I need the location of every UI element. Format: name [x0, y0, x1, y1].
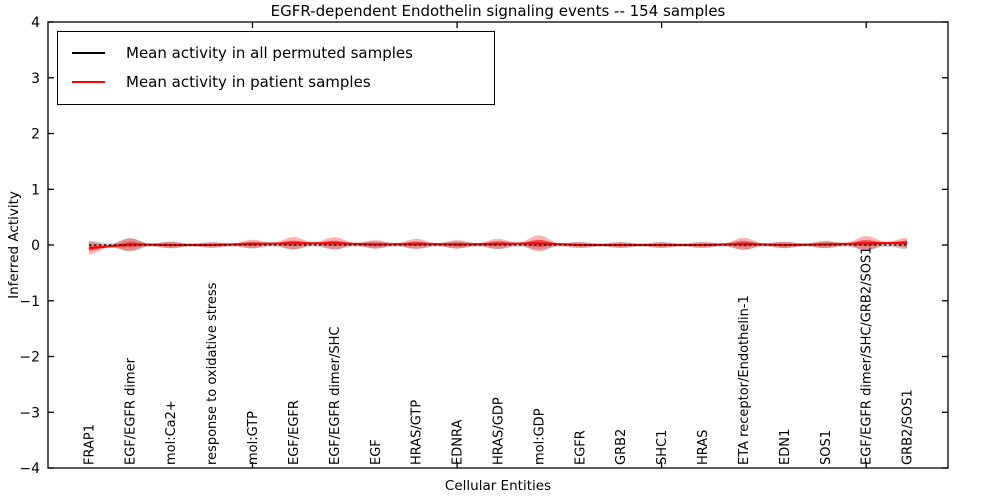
y-tick-label: −1 — [19, 294, 40, 310]
chart-title: EGFR-dependent Endothelin signaling even… — [270, 2, 726, 20]
x-tick-label: GRB2/SOS1 — [901, 389, 916, 465]
legend-label: Mean activity in all permuted samples — [126, 43, 413, 62]
x-tick-label: FRAP1 — [82, 424, 97, 465]
legend-label: Mean activity in patient samples — [126, 72, 371, 91]
x-tick-label: HRAS — [696, 430, 711, 465]
y-tick-label: 2 — [31, 127, 40, 143]
x-tick-label: HRAS/GDP — [492, 397, 507, 465]
legend-entry-permuted: Mean activity in all permuted samples — [58, 38, 494, 67]
black-line-sample-icon — [72, 51, 105, 54]
x-tick-label: ETA receptor/Endothelin-1 — [737, 295, 752, 465]
x-tick-label: EDNRA — [451, 420, 466, 465]
x-tick-label: EGF/EGFR dimer/SHC — [328, 327, 343, 465]
red-line-sample-icon — [72, 80, 105, 83]
permuted-spread-band — [88, 238, 908, 252]
y-tick-label: −4 — [19, 461, 40, 477]
legend-entry-patient: Mean activity in patient samples — [58, 67, 494, 96]
y-tick-label: 3 — [31, 71, 40, 87]
x-tick-label: mol:GTP — [246, 411, 261, 465]
x-axis-label: Cellular Entities — [444, 478, 552, 494]
x-tick-label: EGF/EGFR dimer/SHC/GRB2/SOS1 — [860, 247, 875, 466]
x-tick-label: SHC1 — [655, 430, 670, 465]
x-tick-label: SOS1 — [819, 430, 834, 465]
legend-box: Mean activity in all permuted samples Me… — [57, 31, 495, 105]
x-tick-label: EDN1 — [778, 429, 793, 465]
y-tick-label: 4 — [31, 15, 40, 31]
y-axis-label: Inferred Activity — [6, 191, 22, 299]
x-tick-label: GRB2 — [614, 429, 629, 465]
x-tick-label: EGF — [369, 439, 384, 465]
x-tick-label: mol:GDP — [532, 408, 547, 465]
y-tick-label: 0 — [31, 238, 40, 254]
x-tick-label: HRAS/GTP — [410, 400, 425, 465]
x-tick-label: response to oxidative stress — [205, 282, 220, 465]
x-tick-label: EGF/EGFR — [287, 400, 302, 465]
x-tick-label: EGFR — [573, 430, 588, 465]
y-tick-label: 1 — [31, 182, 40, 198]
x-tick-label: mol:Ca2+ — [164, 400, 179, 465]
y-tick-label: −3 — [19, 405, 40, 421]
y-tick-label: −2 — [19, 350, 40, 366]
x-tick-label: EGF/EGFR dimer — [123, 357, 138, 465]
